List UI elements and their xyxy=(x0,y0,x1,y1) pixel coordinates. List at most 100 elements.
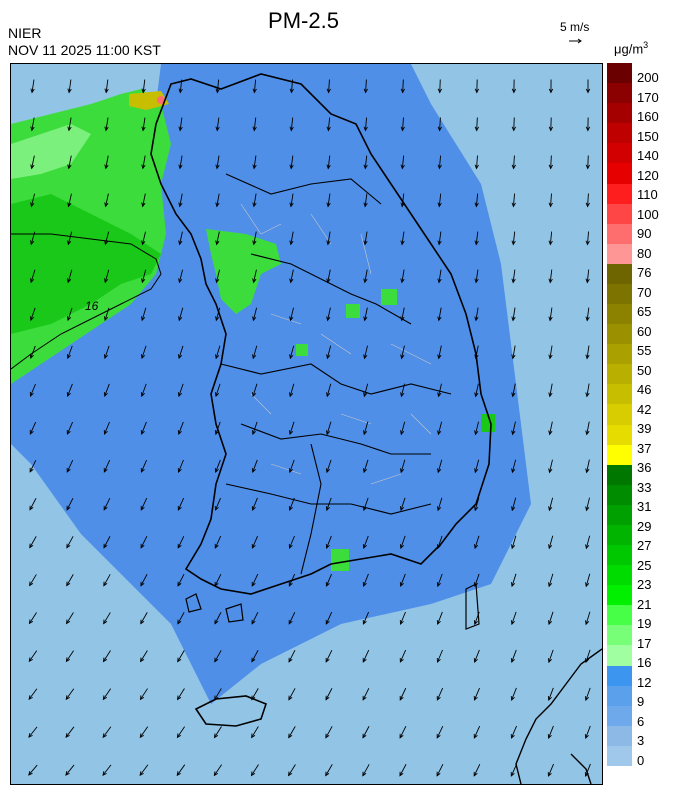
wind-arrow-head xyxy=(140,505,145,511)
colorbar-label: 36 xyxy=(637,460,652,476)
wind-arrow-head xyxy=(252,392,257,398)
wind-arrow-head xyxy=(548,126,554,132)
wind-arrow-head xyxy=(65,733,70,739)
wind-arrow-head xyxy=(289,278,294,284)
wind-arrow-head xyxy=(363,468,368,474)
wind-arrow xyxy=(176,764,186,776)
wind-arrow-head xyxy=(325,657,330,663)
wind-arrow xyxy=(290,307,294,321)
wind-arrow-head xyxy=(400,240,405,246)
wind-arrow xyxy=(548,535,554,549)
wind-arrow-head xyxy=(28,733,33,738)
wind-arrow xyxy=(104,383,110,397)
wind-arrow-head xyxy=(251,733,256,739)
korea-coastline xyxy=(150,73,492,595)
wind-arrow-head xyxy=(363,392,368,398)
wind-arrow-head xyxy=(140,581,145,587)
colorbar-label: 3 xyxy=(637,733,645,749)
colorbar-label: 60 xyxy=(637,323,652,339)
wind-arrow-head xyxy=(289,88,294,94)
wind-arrow-head xyxy=(178,202,183,208)
units-text: μg/m xyxy=(614,41,644,57)
wind-arrow-head xyxy=(400,126,405,132)
wind-arrow xyxy=(216,193,220,207)
wind-arrow-head xyxy=(29,505,34,511)
colorbar-segment xyxy=(607,304,632,325)
wind-arrow xyxy=(66,459,74,473)
wind-arrow-head xyxy=(177,467,182,473)
wind-arrow xyxy=(400,573,406,587)
wind-arrow xyxy=(512,269,516,283)
wind-arrow xyxy=(438,269,442,283)
wind-arrow xyxy=(362,649,370,663)
wind-arrow xyxy=(363,459,369,473)
wind-arrow xyxy=(31,117,35,131)
wind-arrow xyxy=(179,231,183,245)
wind-arrow-head xyxy=(547,658,552,664)
colorbar-label: 37 xyxy=(637,440,652,456)
wind-arrow-head xyxy=(141,202,146,208)
colorbar-segment xyxy=(607,324,632,345)
wind-arrow-head xyxy=(326,316,331,322)
wind-arrow xyxy=(512,383,516,397)
colorbar-segment xyxy=(607,163,632,184)
wind-arrow-head xyxy=(104,164,109,170)
wind-arrow xyxy=(253,231,257,245)
wind-arrow xyxy=(437,611,443,625)
wind-arrow-head xyxy=(103,505,108,511)
colorbar-label: 21 xyxy=(637,596,652,612)
wind-arrow-head xyxy=(511,240,516,246)
wind-arrow-head xyxy=(29,391,34,397)
wind-arrow xyxy=(587,193,589,207)
wind-arrow-head xyxy=(548,430,553,436)
colorbar-label: 140 xyxy=(637,148,659,164)
wind-arrow xyxy=(364,231,368,245)
wind-arrow xyxy=(103,650,111,662)
wind-arrow-head xyxy=(548,468,553,474)
wind-arrow xyxy=(65,688,75,700)
wind-arrow xyxy=(401,345,405,359)
wind-arrow xyxy=(103,459,111,473)
wind-arrow-head xyxy=(140,619,145,625)
wind-arrow-head xyxy=(288,619,293,625)
wind-arrow xyxy=(30,307,36,321)
wind-arrow xyxy=(326,421,332,435)
wind-arrow-head xyxy=(103,619,108,625)
wind-arrow xyxy=(585,725,591,739)
wind-arrow-head xyxy=(103,581,108,587)
wind-arrow xyxy=(436,763,444,777)
wind-arrow xyxy=(178,421,184,435)
wind-arrow-head xyxy=(141,164,146,170)
wind-arrow xyxy=(437,497,443,511)
units-superscript: 3 xyxy=(643,40,649,50)
wind-arrow xyxy=(67,307,73,321)
wind-arrow xyxy=(66,574,74,586)
wind-arrow xyxy=(178,269,184,283)
wind-arrow-head xyxy=(215,164,220,170)
wind-arrow-head xyxy=(510,658,515,664)
wind-arrow xyxy=(104,421,110,435)
wind-arrow xyxy=(475,383,479,397)
wind-arrow xyxy=(399,649,407,663)
wind-arrow xyxy=(215,345,221,359)
wind-arrow-head xyxy=(437,278,442,284)
wind-arrow xyxy=(29,498,37,510)
wind-arrow-head xyxy=(511,506,516,512)
wind-arrow xyxy=(437,535,443,549)
wind-arrow-head xyxy=(585,126,591,132)
colorbar-label: 33 xyxy=(637,479,652,495)
colorbar-label: 170 xyxy=(637,89,659,105)
wind-arrow-head xyxy=(251,543,256,549)
wind-arrow-head xyxy=(289,354,294,360)
moderate-pm-spot xyxy=(129,91,169,110)
wind-arrow-head xyxy=(178,354,183,360)
wind-arrow xyxy=(177,688,185,700)
wind-arrow-head xyxy=(363,88,368,94)
wind-arrow xyxy=(215,383,221,397)
wind-arrow-head xyxy=(289,316,294,322)
wind-arrow xyxy=(402,117,404,131)
wind-arrow xyxy=(325,611,333,625)
wind-arrow xyxy=(474,687,480,701)
wind-arrow-head xyxy=(363,202,368,208)
colorbar-segment xyxy=(607,725,632,747)
